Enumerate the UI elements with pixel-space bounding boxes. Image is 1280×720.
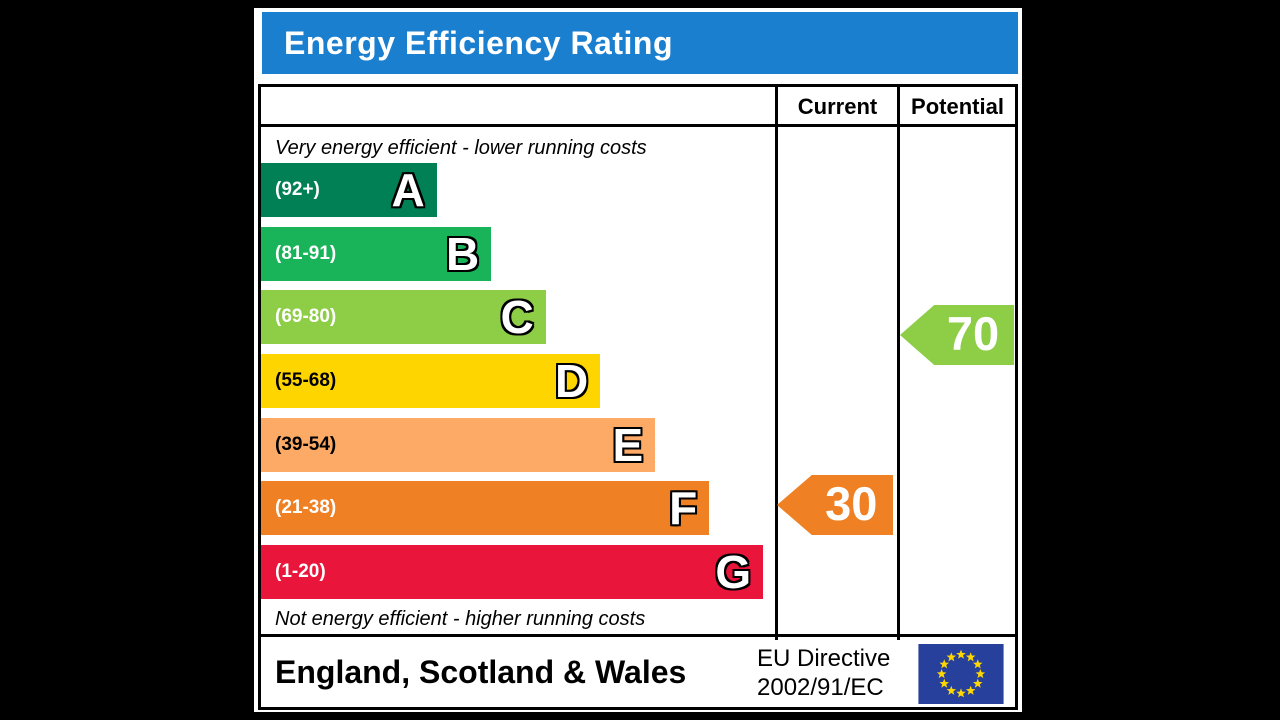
eu-directive-label: EU Directive 2002/91/EC bbox=[757, 644, 913, 702]
band-range-label: (92+) bbox=[275, 179, 320, 200]
band-row-e: (39-54) E bbox=[261, 417, 656, 472]
band-range-label: (55-68) bbox=[275, 370, 337, 392]
region-label: England, Scotland & Wales bbox=[275, 654, 687, 690]
band-range-label: (1-20) bbox=[275, 561, 326, 583]
eu-flag-icon bbox=[918, 644, 1004, 704]
band-letter: A bbox=[391, 164, 425, 216]
band-letter: E bbox=[612, 418, 644, 471]
band-range-label: (39-54) bbox=[275, 433, 337, 455]
band-letter: F bbox=[669, 482, 698, 535]
band-row-f: (21-38) F bbox=[261, 481, 710, 536]
scale-column: Very energy efficient - lower running co… bbox=[261, 130, 775, 637]
current-rating-arrow: 30 bbox=[777, 475, 893, 535]
eu-directive-line1: EU Directive bbox=[757, 645, 891, 672]
potential-column-divider bbox=[897, 87, 900, 640]
potential-rating-arrow: 70 bbox=[900, 305, 1014, 365]
eu-directive-line2: 2002/91/EC bbox=[757, 674, 884, 701]
bottom-note: Not energy efficient - higher running co… bbox=[275, 608, 646, 630]
band-letter: D bbox=[555, 355, 589, 408]
band-letter: C bbox=[500, 291, 534, 344]
band-range-label: (21-38) bbox=[275, 497, 337, 519]
current-column-divider bbox=[775, 87, 778, 640]
band-row-b: (81-91) B bbox=[261, 226, 492, 281]
rating-table: Current Potential Very energy efficient … bbox=[258, 84, 1018, 710]
band-row-c: (69-80) C bbox=[261, 290, 546, 345]
band-letter: B bbox=[446, 227, 480, 280]
top-note: Very energy efficient - lower running co… bbox=[275, 137, 647, 159]
band-range-label: (81-91) bbox=[275, 242, 337, 264]
table-header-row: Current Potential bbox=[261, 87, 1015, 127]
current-column-header: Current bbox=[797, 94, 878, 119]
band-letter: G bbox=[715, 546, 752, 599]
table-footer: England, Scotland & Wales EU Directive 2… bbox=[261, 640, 1015, 707]
band-row-g: (1-20) G bbox=[261, 545, 764, 600]
certificate-panel: Energy Efficiency Rating Current Potenti… bbox=[254, 8, 1022, 712]
band-range-label: (69-80) bbox=[275, 306, 337, 328]
potential-column-header: Potential bbox=[911, 94, 1004, 119]
page-title: Energy Efficiency Rating bbox=[284, 24, 673, 61]
bands: (92+) A (81-91) B (69-80) C (55-68) D (39-54) E (2… bbox=[261, 163, 775, 609]
rating-scale-area: Very energy efficient - lower running co… bbox=[261, 130, 1015, 637]
potential-rating-value: 70 bbox=[946, 307, 1000, 360]
band-row-a: (92+) A bbox=[261, 163, 437, 217]
band-row-d: (55-68) D bbox=[261, 354, 601, 409]
title-bar: Energy Efficiency Rating bbox=[262, 12, 1018, 74]
current-rating-value: 30 bbox=[825, 477, 878, 530]
